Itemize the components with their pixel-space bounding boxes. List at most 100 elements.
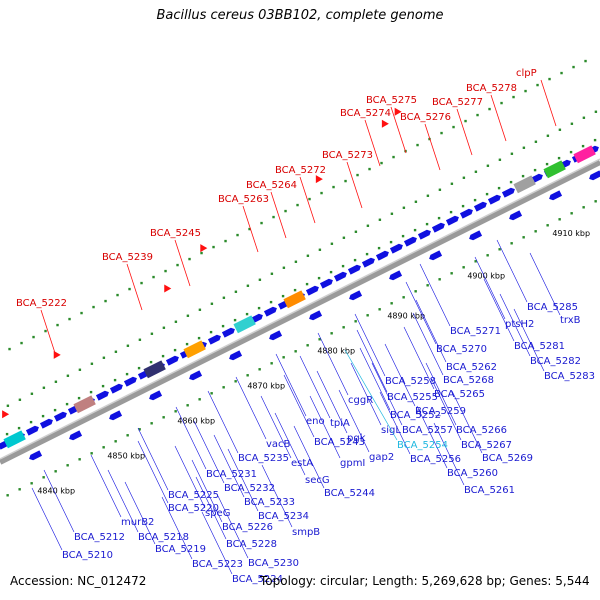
- tick-dot: [188, 257, 191, 261]
- tick-dot: [17, 426, 21, 430]
- gene-label-blue: murB2: [121, 517, 154, 528]
- gene-label-blue: BCA_5283: [544, 371, 595, 382]
- gene-label-blue: BCA_5259: [415, 406, 466, 417]
- tick-dot: [8, 347, 11, 351]
- leader-line-blue: [309, 395, 341, 459]
- leader-line-blue: [175, 406, 207, 470]
- forward-gene-arrow: [375, 250, 389, 261]
- tick-dot: [234, 290, 238, 293]
- gene-label-blue: gpmI: [340, 458, 365, 469]
- gene-label-blue: BCA_5218: [138, 532, 189, 543]
- gene-label-blue: BCA_5210: [62, 550, 113, 561]
- tick-dot: [222, 386, 225, 389]
- leader-line-blue: [193, 420, 225, 484]
- tick-dot: [353, 258, 357, 262]
- leader-line-blue: [213, 434, 245, 498]
- gene-label-blue: pgk: [347, 433, 366, 444]
- leader-line-blue: [356, 329, 388, 393]
- tick-dot: [426, 194, 430, 197]
- tick-dot: [425, 222, 429, 226]
- gene-label-blue: BCA_5235: [238, 453, 289, 464]
- tick-dot: [161, 354, 165, 358]
- tick-dot: [414, 200, 418, 203]
- tick-dot: [260, 221, 263, 225]
- tick-dot: [104, 299, 107, 303]
- leader-line-blue: [107, 469, 139, 533]
- leader-line-blue: [161, 496, 193, 560]
- tick-dot: [65, 402, 69, 406]
- leader-line-blue: [496, 239, 528, 303]
- forward-gene-arrow: [417, 229, 431, 240]
- leader-line-red: [242, 205, 259, 253]
- leader-line-red: [490, 94, 507, 142]
- tick-dot: [354, 320, 357, 323]
- tick-dot: [570, 212, 573, 215]
- kbp-tick-label: 4840 kbp: [37, 487, 75, 496]
- tick-dot: [66, 464, 69, 467]
- gene-label-blue: BCA_5281: [514, 341, 565, 352]
- tick-dot: [185, 342, 189, 346]
- tick-dot: [102, 446, 105, 449]
- gene-block: [543, 160, 566, 179]
- tick-dot: [114, 350, 118, 353]
- tick-dot: [294, 260, 298, 263]
- tick-dot: [557, 156, 561, 160]
- gene-label-blue: BCA_5244: [324, 488, 375, 499]
- gene-label-blue: BCA_5267: [461, 440, 512, 451]
- forward-gene-arrow: [445, 215, 459, 226]
- gene-label-red: BCA_5277: [432, 97, 483, 108]
- tick-dot: [318, 248, 322, 251]
- kbp-tick-label: 4860 kbp: [177, 417, 215, 426]
- tick-dot: [510, 152, 514, 155]
- tick-dot: [78, 458, 81, 461]
- tick-dot: [42, 386, 46, 389]
- tick-dot: [174, 320, 178, 323]
- tick-dot: [438, 278, 441, 281]
- tick-dot: [330, 332, 333, 335]
- red-gene-marker: [381, 119, 389, 128]
- leader-line-blue: [90, 454, 122, 518]
- tick-dot: [233, 318, 237, 322]
- tick-dot: [533, 168, 537, 172]
- tick-dot: [536, 83, 539, 87]
- gene-label-blue: BCA_5285: [527, 302, 578, 313]
- tick-dot: [485, 192, 489, 196]
- forward-gene-arrow: [109, 383, 123, 394]
- forward-gene-arrow: [25, 425, 39, 436]
- leader-line-blue: [379, 391, 411, 455]
- tick-dot: [80, 311, 83, 315]
- tick-dot: [281, 294, 285, 298]
- leader-line-blue: [174, 445, 206, 509]
- accession-text: Accession: NC_012472: [10, 574, 147, 588]
- tick-dot: [174, 410, 177, 413]
- tick-dot: [173, 348, 177, 352]
- forward-gene-arrow: [347, 264, 361, 275]
- tick-dot: [486, 254, 489, 257]
- gene-block: [183, 340, 206, 359]
- tick-dot: [332, 185, 335, 189]
- leader-line-blue: [275, 353, 307, 417]
- kbp-tick-label: 4880 kbp: [317, 347, 355, 356]
- tick-dot: [54, 470, 57, 473]
- leader-line-blue: [529, 252, 561, 316]
- gene-label-blue: secG: [305, 475, 330, 486]
- tick-dot: [500, 101, 503, 105]
- leader-line-blue: [405, 281, 437, 345]
- leader-line-red: [126, 263, 143, 311]
- tick-dot: [212, 245, 215, 249]
- tick-dot: [210, 392, 213, 395]
- tick-dot: [66, 374, 70, 377]
- tick-dot: [389, 240, 393, 244]
- gene-label-blue: BCA_5268: [443, 375, 494, 386]
- tick-dot: [126, 344, 130, 347]
- forward-gene-arrow: [53, 411, 67, 422]
- tick-dot: [282, 266, 286, 269]
- tick-dot: [150, 332, 154, 335]
- reverse-strand-arrow: [389, 270, 403, 281]
- leader-line-red: [346, 161, 363, 209]
- tick-dot: [368, 167, 371, 171]
- gene-label-blue: BCA_5219: [155, 544, 206, 555]
- gene-label-red: BCA_5263: [218, 194, 269, 205]
- leader-line-blue: [412, 312, 444, 376]
- tick-dot: [257, 306, 261, 310]
